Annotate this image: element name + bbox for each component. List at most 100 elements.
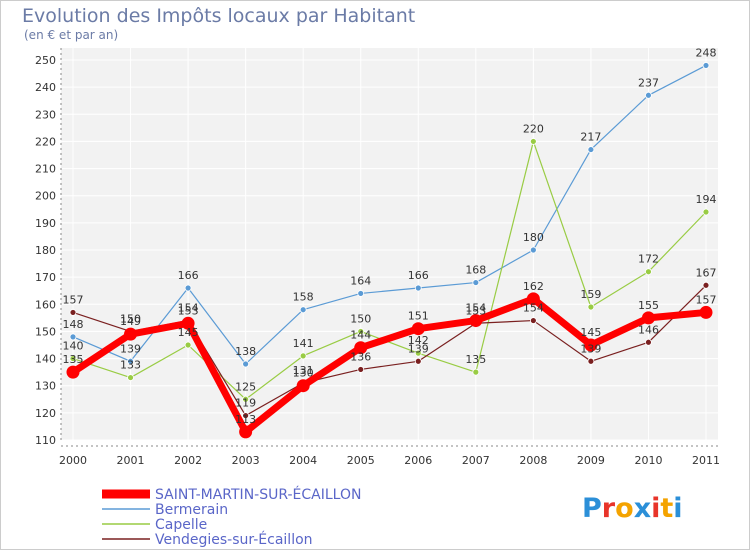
- legend-label: Vendegies-sur-Écaillon: [155, 531, 313, 548]
- x-tick-label: 2003: [232, 454, 260, 467]
- y-tick-label: 110: [35, 434, 56, 447]
- data-label: 194: [696, 193, 717, 206]
- data-label: 113: [235, 413, 256, 426]
- data-label: 154: [523, 302, 544, 315]
- chart-title: Evolution des Impôts locaux par Habitant: [22, 5, 415, 27]
- data-point: [66, 365, 80, 379]
- data-point: [529, 246, 537, 254]
- data-point: [69, 309, 77, 316]
- data-point: [472, 368, 480, 376]
- data-point: [299, 352, 307, 360]
- logo-letter: P: [582, 493, 602, 524]
- data-point: [242, 395, 250, 403]
- data-point: [699, 305, 713, 319]
- data-point: [127, 357, 134, 365]
- y-tick-label: 240: [35, 81, 56, 94]
- data-label: 159: [580, 288, 601, 301]
- x-tick-label: 2009: [577, 454, 605, 467]
- y-tick-label: 160: [35, 298, 56, 311]
- data-point: [181, 316, 195, 330]
- data-label: 168: [465, 264, 486, 277]
- y-tick-label: 150: [35, 325, 56, 338]
- data-label: 157: [63, 293, 84, 306]
- data-point: [587, 146, 595, 153]
- data-label: 151: [408, 310, 429, 323]
- data-point: [242, 412, 250, 419]
- axes: 110 120 130 140 150 160 170 180 190 200 210 220 230 2…: [35, 48, 720, 467]
- legend-label: Bermerain: [155, 502, 228, 518]
- data-point: [587, 303, 595, 311]
- data-label: 139: [408, 342, 429, 355]
- series-line: [72, 140, 707, 400]
- data-label: 155: [638, 299, 659, 312]
- x-tick-label: 2011: [692, 454, 720, 467]
- y-tick-label: 120: [35, 407, 56, 420]
- data-point: [357, 328, 365, 335]
- data-point: [184, 341, 192, 349]
- data-label: 172: [638, 253, 659, 266]
- data-label: 138: [235, 345, 256, 358]
- logo-letter: o: [615, 493, 634, 524]
- data-label: 217: [580, 131, 601, 144]
- data-label: 180: [523, 231, 544, 244]
- data-point: [242, 360, 250, 368]
- x-tick-label: 2006: [404, 454, 432, 467]
- x-tick-label: 2008: [519, 454, 547, 467]
- data-point: [239, 425, 253, 439]
- data-point: [529, 317, 537, 324]
- logo-letter: x: [634, 493, 651, 524]
- series-layer: [66, 62, 713, 439]
- data-point: [529, 138, 537, 145]
- legend-label: SAINT-MARTIN-SUR-ÉCAILLON: [155, 486, 361, 503]
- legend-label: Capelle: [155, 517, 207, 533]
- data-point: [184, 284, 192, 292]
- series-capelle: [69, 138, 710, 403]
- data-point: [472, 279, 480, 286]
- data-label: 153: [465, 304, 486, 317]
- data-label: 248: [696, 46, 717, 59]
- data-label: 141: [293, 337, 314, 350]
- data-label: 146: [638, 323, 659, 336]
- data-label: 150: [120, 312, 141, 325]
- data-label: 166: [178, 269, 199, 282]
- data-point: [587, 357, 595, 365]
- chart-subtitle: (en € et par an): [24, 28, 118, 42]
- logo-letter: i: [673, 493, 682, 524]
- data-label: 144: [350, 329, 371, 342]
- data-point: [354, 341, 368, 355]
- plot-background: [61, 48, 718, 440]
- data-point: [296, 379, 310, 393]
- data-label: 157: [696, 293, 717, 306]
- data-point: [414, 357, 422, 365]
- data-point: [584, 338, 598, 352]
- data-label: 125: [235, 380, 256, 393]
- series-bermerain: [69, 62, 710, 368]
- data-label: 150: [350, 312, 371, 325]
- plot-area: [61, 48, 718, 440]
- data-point: [702, 62, 710, 69]
- data-label: 135: [465, 353, 486, 366]
- data-point: [69, 333, 77, 341]
- data-point: [411, 322, 425, 336]
- series-saint-martin-sur-caillon: [66, 292, 713, 439]
- x-tick-label: 2007: [462, 454, 490, 467]
- data-point: [645, 268, 652, 276]
- data-point: [414, 284, 422, 292]
- data-label: 158: [293, 291, 314, 304]
- y-tick-label: 130: [35, 380, 56, 393]
- data-label: 237: [638, 76, 659, 89]
- data-label: 142: [408, 334, 429, 347]
- data-label: 131: [293, 364, 314, 377]
- data-label: 164: [350, 274, 371, 287]
- data-point: [414, 349, 422, 357]
- data-label: 162: [523, 280, 544, 293]
- data-label: 136: [350, 350, 371, 363]
- x-tick-label: 2000: [59, 454, 87, 467]
- proxiti-logo: Proxiti: [582, 493, 683, 524]
- data-label: 119: [235, 397, 256, 410]
- y-tick-label: 250: [35, 54, 56, 67]
- data-label: 145: [580, 326, 601, 339]
